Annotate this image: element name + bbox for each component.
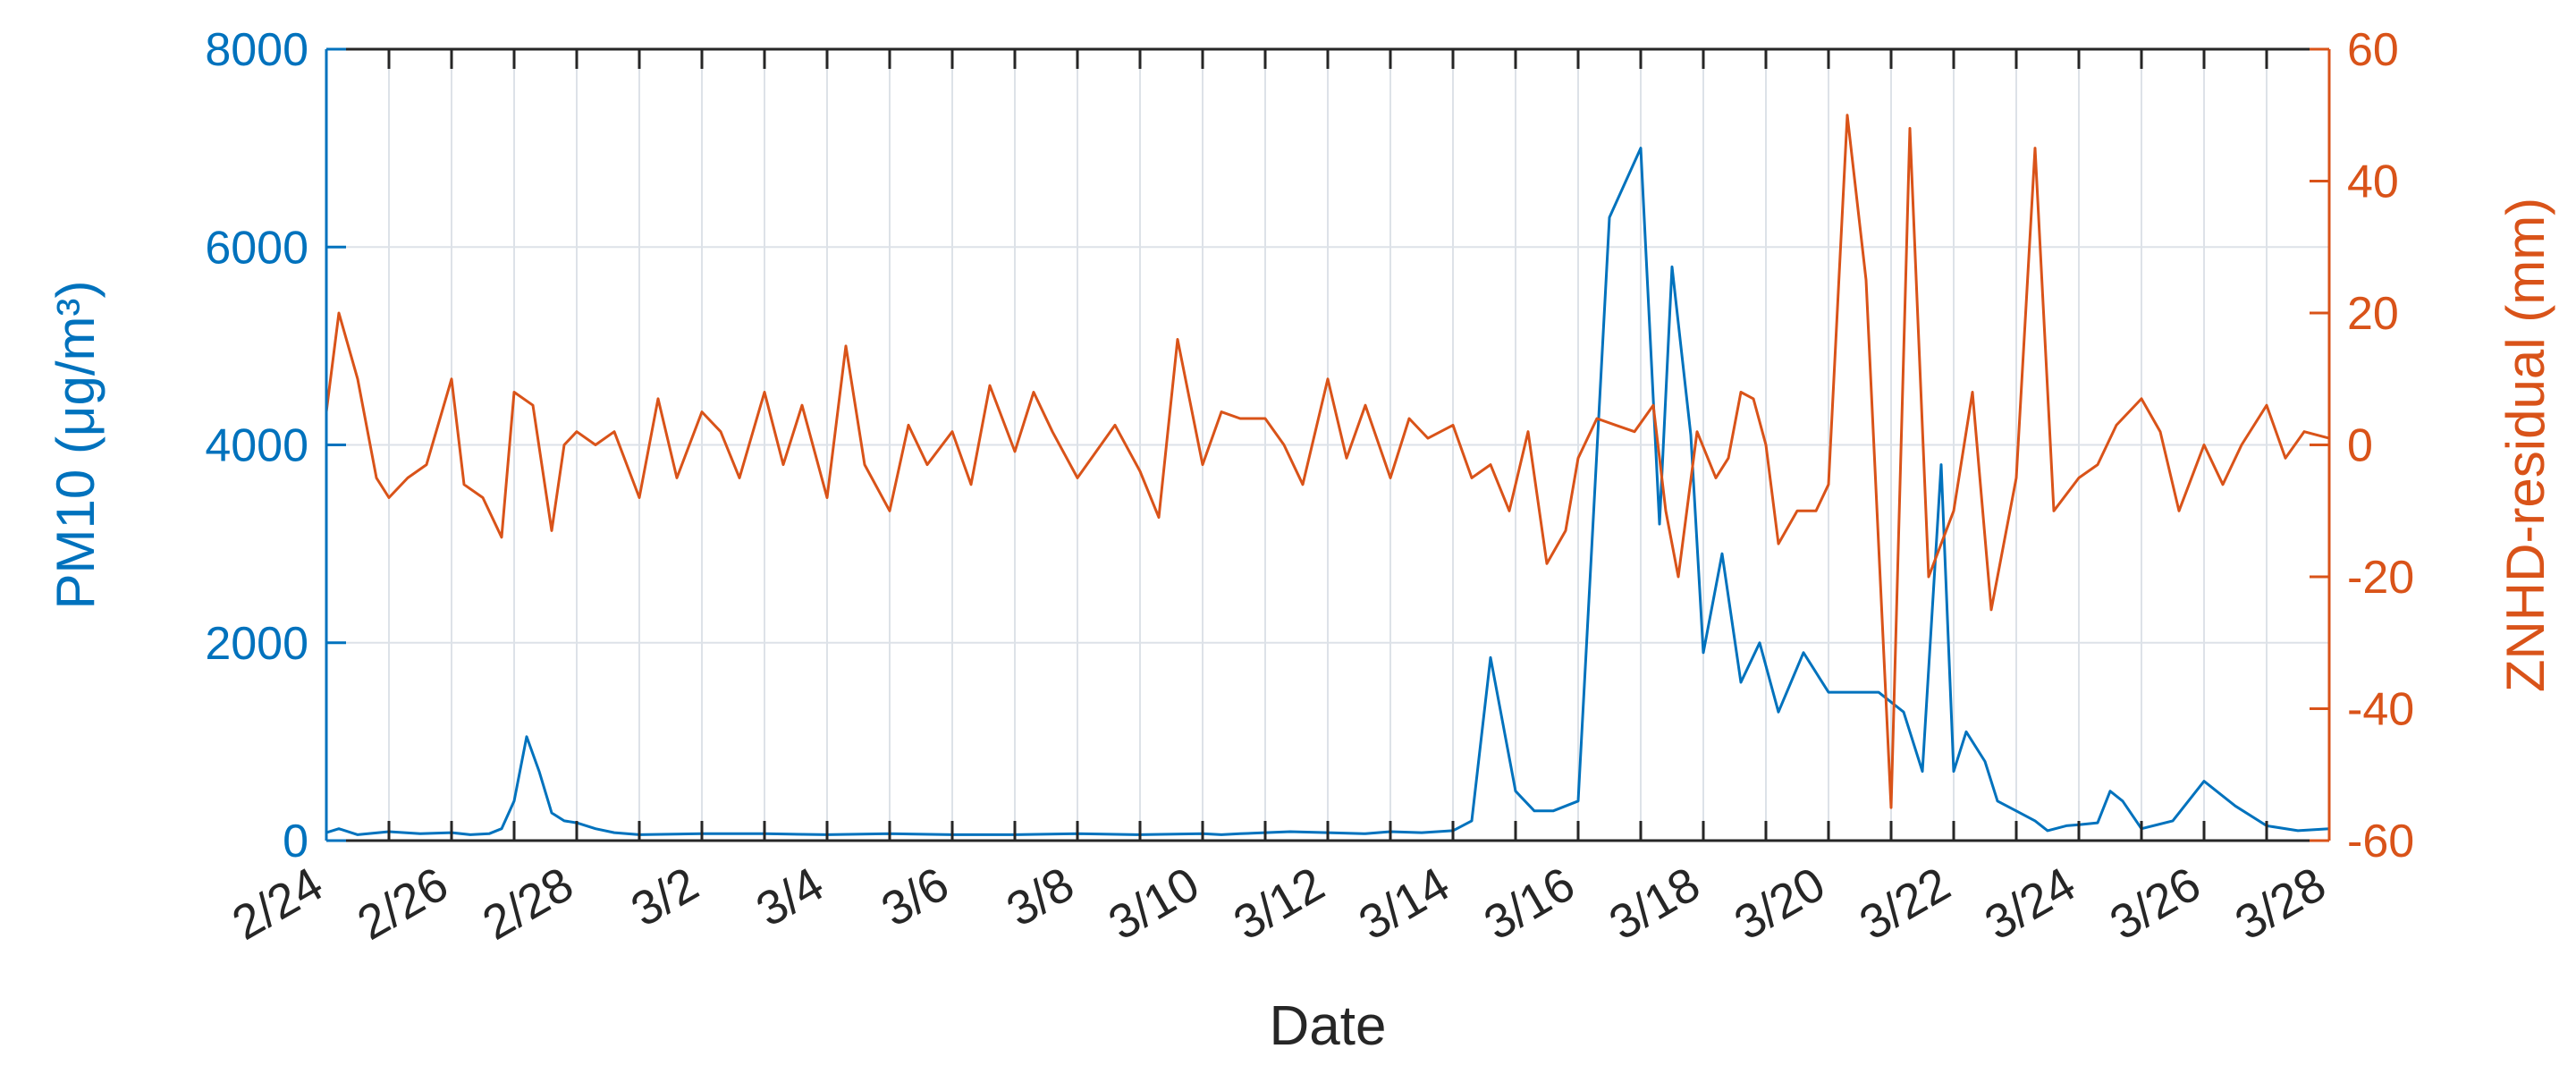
y-right-tick-label: 20 xyxy=(2347,288,2399,340)
x-tick-label: 3/2 xyxy=(622,857,707,937)
x-axis-label: Date xyxy=(1270,995,1387,1057)
x-tick-label: 2/28 xyxy=(474,857,582,951)
x-tick-label: 3/10 xyxy=(1100,857,1208,951)
x-tick-label: 3/22 xyxy=(1851,857,1959,951)
y-left-tick-label: 2000 xyxy=(205,618,308,670)
series-layer xyxy=(325,114,2330,836)
x-tick-label: 3/4 xyxy=(747,857,832,937)
y-left-tick-label: 0 xyxy=(283,816,308,867)
series-line-pm10 xyxy=(325,147,2330,836)
x-tick-label: 2/24 xyxy=(224,857,332,951)
x-tick-label: 2/26 xyxy=(349,857,457,951)
y-left-tick-label: 4000 xyxy=(205,420,308,472)
y-left-tick-label: 8000 xyxy=(205,24,308,76)
x-tick-label: 3/12 xyxy=(1225,857,1333,951)
y-axis-right-label: ZNHD-residual (mm) xyxy=(2496,198,2555,692)
x-tick-label: 3/26 xyxy=(2101,857,2209,951)
y-right-tick-label: -20 xyxy=(2347,552,2414,604)
y-right-tick-label: 0 xyxy=(2347,420,2373,472)
x-tick-label: 3/14 xyxy=(1350,857,1458,951)
axes-layer xyxy=(325,47,2331,842)
grid-layer xyxy=(325,48,2330,841)
y-right-tick-label: -40 xyxy=(2347,684,2414,736)
x-tick-label: 3/28 xyxy=(2226,857,2335,951)
x-tick-label: 3/16 xyxy=(1475,857,1584,951)
y-left-tick-label: 6000 xyxy=(205,222,308,274)
y-axis-left-label: PM10 (μg/m³) xyxy=(46,281,106,610)
y-right-tick-label: -60 xyxy=(2347,816,2414,867)
series-line-znhd-residual xyxy=(325,114,2330,809)
x-tick-label: 3/18 xyxy=(1600,857,1709,951)
x-tick-label: 3/8 xyxy=(998,857,1083,937)
y-right-tick-label: 40 xyxy=(2347,156,2399,208)
x-tick-label: 3/24 xyxy=(1976,857,2084,951)
x-tick-label: 3/6 xyxy=(873,857,958,937)
x-tick-label: 3/20 xyxy=(1726,857,1834,951)
y-right-tick-label: 60 xyxy=(2347,24,2399,76)
